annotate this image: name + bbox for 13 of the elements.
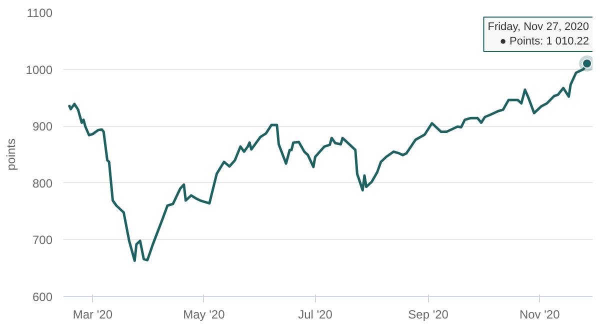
y-axis-title: points (4, 138, 18, 171)
y-tick-label: 700 (32, 233, 53, 248)
x-tick-label: Mar '20 (72, 308, 113, 322)
x-tick-label: May '20 (183, 308, 226, 322)
y-tick-label: 1000 (26, 62, 53, 77)
y-tick-label: 600 (32, 290, 53, 304)
x-tick-label: Jul '20 (298, 308, 333, 322)
y-tick-label: 900 (32, 120, 53, 134)
x-tick-label: Nov '20 (519, 308, 560, 322)
y-tick-label: 1100 (26, 6, 53, 20)
x-tick-label: Sep '20 (408, 308, 449, 322)
annotation: Friday, Nov 27, 2020 ● Points: 1 010.22 (488, 21, 590, 48)
y-tick-label: 800 (32, 176, 53, 190)
